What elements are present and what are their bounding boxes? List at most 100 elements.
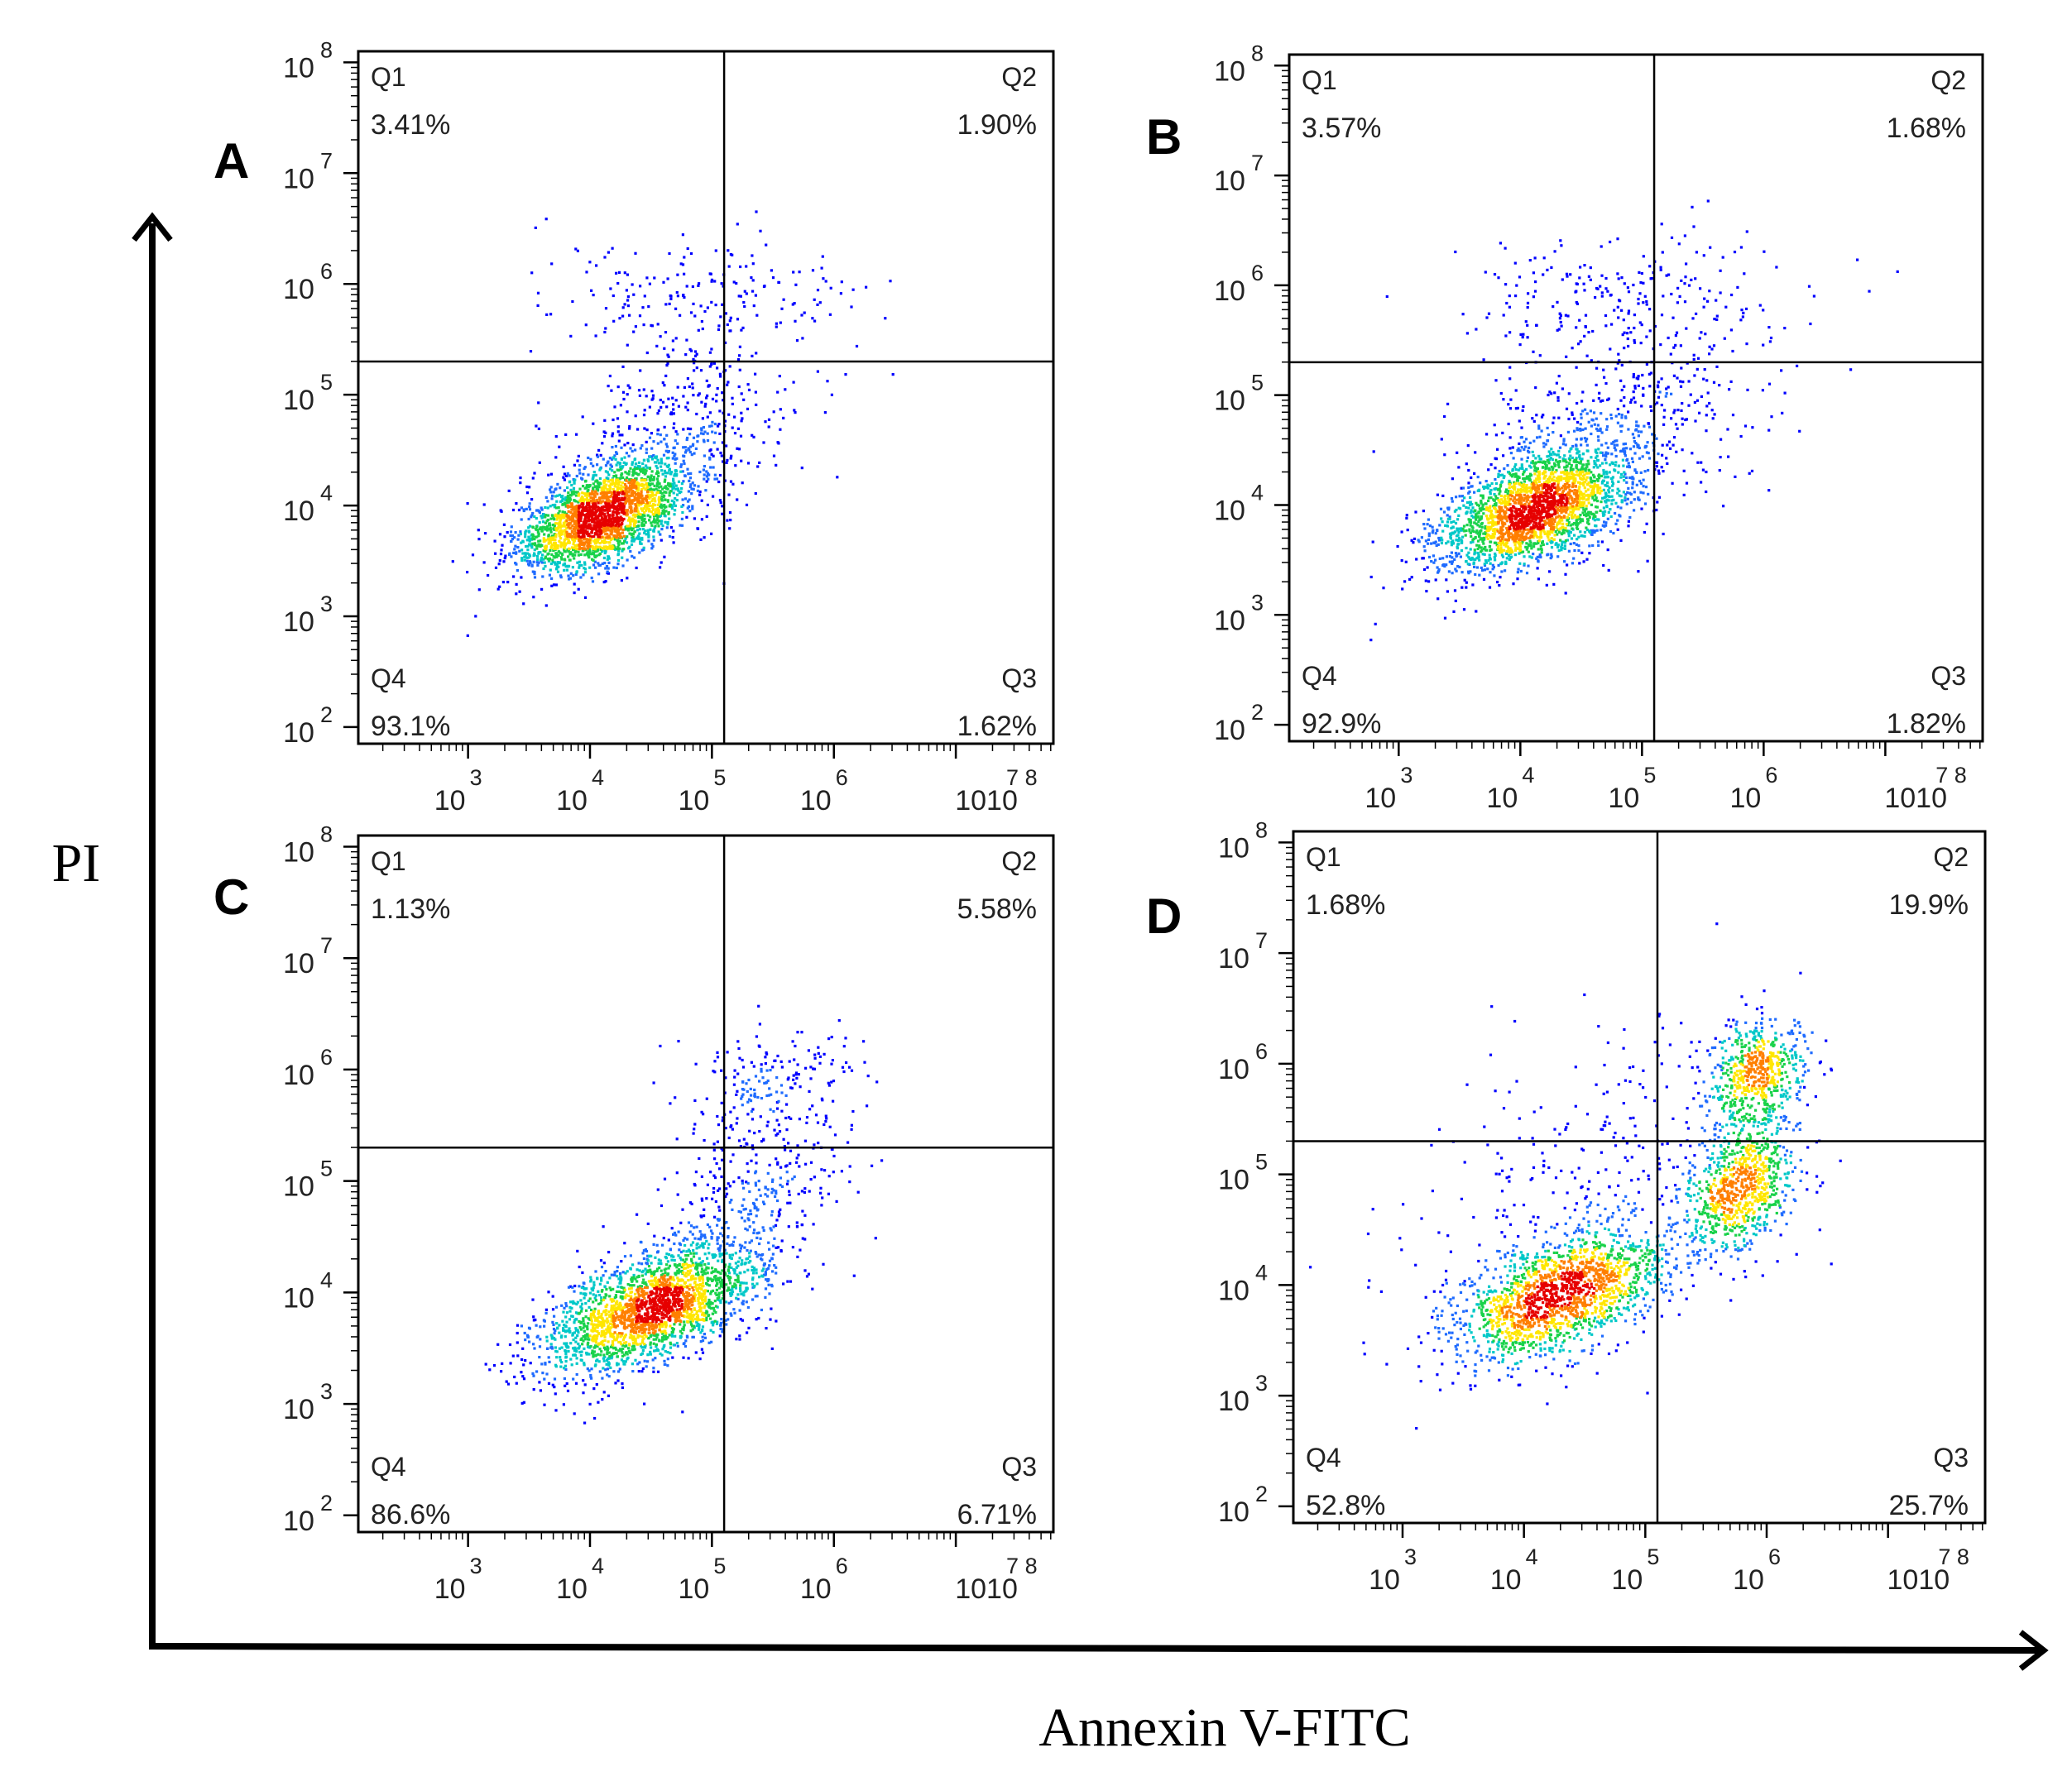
event-dot (1526, 546, 1529, 549)
event-dot (618, 498, 621, 502)
event-dot (693, 452, 696, 455)
event-dot (621, 564, 625, 567)
event-dot (763, 285, 766, 288)
event-dot (775, 463, 778, 467)
event-dot (671, 487, 674, 491)
event-dot (596, 485, 599, 488)
event-dot (1481, 496, 1484, 500)
event-dot (671, 451, 674, 454)
event-dot (602, 556, 606, 560)
event-dot (1590, 512, 1594, 515)
event-dot (1665, 387, 1668, 390)
event-dot (1616, 272, 1619, 275)
event-dot (1450, 497, 1454, 500)
event-dot (598, 535, 602, 539)
event-dot (554, 456, 558, 459)
event-dot (671, 348, 675, 352)
event-dot (558, 514, 561, 517)
event-dot (1500, 553, 1504, 557)
event-dot (1580, 416, 1583, 419)
event-dot (606, 522, 609, 525)
event-dot (1523, 555, 1526, 558)
event-dot (1452, 610, 1456, 613)
event-dot (639, 513, 642, 516)
event-dot (550, 534, 554, 538)
event-dot (688, 485, 692, 489)
event-dot (620, 474, 623, 477)
event-dot (1569, 469, 1572, 472)
event-dot (712, 441, 716, 444)
event-dot (1557, 416, 1561, 419)
event-dot (642, 507, 645, 510)
event-dot (1627, 486, 1630, 490)
event-dot (600, 516, 603, 520)
event-dot (630, 543, 634, 546)
event-dot (1691, 205, 1694, 208)
event-dot (1470, 534, 1473, 539)
event-dot (544, 515, 547, 519)
event-dot (621, 510, 625, 513)
event-dot (588, 539, 592, 542)
x-axis-arrow (148, 1630, 2049, 1671)
event-dot (1448, 517, 1451, 520)
event-dot (537, 561, 540, 564)
event-dot (722, 399, 725, 402)
event-dot (498, 559, 501, 563)
event-dot (531, 511, 535, 515)
event-dot (528, 560, 531, 563)
event-dot (524, 553, 527, 557)
event-dot (611, 247, 614, 250)
event-dot (1579, 429, 1582, 432)
event-dot (519, 481, 522, 485)
event-dot (666, 483, 670, 486)
event-dot (1481, 494, 1484, 497)
event-dot (1637, 302, 1640, 305)
event-dot (1632, 283, 1635, 287)
event-dot (1660, 314, 1664, 317)
event-dot (1434, 540, 1437, 544)
event-dot (1643, 424, 1646, 428)
event-dot (578, 563, 581, 567)
event-dot (693, 484, 697, 487)
event-dot (1606, 548, 1609, 552)
event-dot (638, 551, 641, 554)
event-dot (1622, 450, 1626, 453)
event-dot (563, 489, 566, 492)
event-dot (1570, 537, 1574, 540)
event-dot (1619, 424, 1623, 428)
event-dot (613, 471, 616, 474)
event-dot (1487, 499, 1490, 503)
event-dot (1485, 548, 1489, 552)
event-dot (658, 482, 661, 486)
event-dot (705, 480, 708, 483)
event-dot (1498, 492, 1501, 496)
event-dot (578, 525, 582, 529)
event-dot (1490, 481, 1494, 486)
event-dot (1637, 384, 1640, 387)
event-dot (1456, 451, 1459, 454)
event-dot (660, 495, 664, 498)
event-dot (544, 548, 548, 551)
event-dot (552, 516, 555, 520)
event-dot (1597, 518, 1600, 521)
event-dot (1523, 563, 1526, 566)
event-dot (563, 472, 567, 476)
event-dot (1538, 460, 1542, 464)
event-dot (683, 446, 687, 449)
event-dot (581, 491, 584, 495)
event-dot (605, 493, 608, 496)
event-dot (755, 210, 758, 213)
event-dot (516, 538, 520, 541)
event-dot (684, 449, 688, 453)
event-dot (1553, 391, 1556, 395)
event-dot (1566, 529, 1569, 533)
event-dot (1547, 460, 1550, 464)
event-dot (662, 280, 665, 284)
event-dot (555, 567, 559, 570)
event-dot (1556, 328, 1559, 332)
event-dot (746, 407, 750, 410)
x-tick-label: 10 (434, 785, 466, 816)
event-dot (737, 385, 741, 389)
event-dot (1622, 464, 1625, 467)
event-dot (589, 513, 592, 516)
